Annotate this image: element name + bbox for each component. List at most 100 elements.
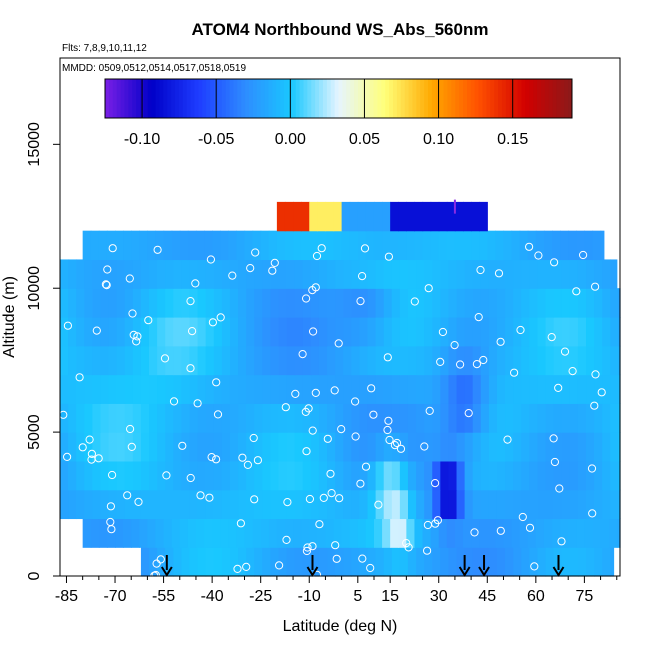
heatmap-cell xyxy=(92,374,102,404)
observation-points xyxy=(59,199,606,580)
observation-point xyxy=(302,447,311,456)
observation-point xyxy=(298,350,307,359)
observation-point xyxy=(450,341,459,350)
observation-point xyxy=(242,562,251,572)
heatmap-cell xyxy=(108,288,118,318)
observation-point xyxy=(206,255,215,264)
observation-point xyxy=(250,495,259,504)
colorbar-segment xyxy=(128,79,133,118)
heatmap-cell xyxy=(367,259,377,289)
heatmap-cell xyxy=(205,345,215,376)
heatmap-cell xyxy=(100,259,110,289)
observation-point xyxy=(87,449,97,458)
heatmap-cell xyxy=(310,403,320,433)
heatmap-cell xyxy=(76,374,85,404)
heatmap-cell xyxy=(294,374,304,404)
colorbar-segment xyxy=(439,79,445,118)
heatmap-cell xyxy=(430,230,440,261)
observation-point xyxy=(464,409,473,418)
colorbar-segment xyxy=(416,79,421,118)
colorbar-segment xyxy=(365,79,371,118)
heatmap-cell xyxy=(545,374,555,404)
heatmap-cell xyxy=(480,288,490,318)
heatmap-cell xyxy=(294,489,304,520)
heatmap-cell xyxy=(521,374,530,404)
heatmap-cell xyxy=(529,489,539,520)
heatmap-cell xyxy=(189,547,199,577)
heatmap-cell xyxy=(98,518,108,548)
heatmap-cell xyxy=(116,374,126,404)
heatmap-cell xyxy=(382,201,391,232)
heatmap-cell xyxy=(398,201,407,232)
heatmap-cell xyxy=(586,432,595,462)
observation-point xyxy=(134,497,143,506)
heatmap-cell xyxy=(84,432,93,462)
heatmap-cell xyxy=(238,317,247,347)
colorbar-tick-label: -0.05 xyxy=(198,131,235,148)
observation-point xyxy=(85,435,94,444)
heatmap-cell xyxy=(496,345,506,376)
heatmap-cell xyxy=(480,403,490,433)
heatmap-cell xyxy=(496,317,506,347)
heatmap-cell xyxy=(76,345,85,376)
heatmap-cell xyxy=(414,201,424,232)
heatmap-cell xyxy=(181,489,191,520)
heatmap-cell xyxy=(124,259,134,289)
heatmap-cell xyxy=(569,259,579,289)
heatmap-cell xyxy=(309,230,318,261)
colorbar-segment xyxy=(404,79,410,118)
heatmap-cell xyxy=(424,460,433,491)
heatmap-cell xyxy=(577,317,587,347)
colorbar-segment xyxy=(517,79,522,118)
observation-point xyxy=(396,444,406,453)
observation-point xyxy=(323,434,332,443)
heatmap-cell xyxy=(407,432,417,462)
heatmap-cell xyxy=(286,403,296,433)
heatmap-cell xyxy=(90,230,100,261)
colorbar-segment xyxy=(540,79,546,118)
heatmap-cell xyxy=(212,230,221,261)
heatmap-cell xyxy=(116,317,126,347)
colorbar-segment xyxy=(548,79,554,118)
heatmap-cell xyxy=(454,518,464,548)
heatmap-cell xyxy=(488,489,498,520)
heatmap-cell xyxy=(132,259,142,289)
observation-point xyxy=(591,370,600,379)
heatmap-cell xyxy=(68,460,77,491)
colorbar-segment xyxy=(245,79,250,118)
heatmap-cell xyxy=(537,345,547,376)
heatmap-cell xyxy=(351,432,361,462)
heatmap-cell xyxy=(618,288,621,318)
heatmap-cell xyxy=(124,432,134,462)
heatmap-cell xyxy=(496,460,506,491)
heatmap-cell xyxy=(262,403,271,433)
heatmap-cell xyxy=(416,547,425,577)
heatmap-cell xyxy=(140,374,150,404)
heatmap-cell xyxy=(535,230,545,261)
heatmap-cell xyxy=(278,547,288,577)
heatmap-cell xyxy=(367,345,377,376)
heatmap-cell xyxy=(488,432,498,462)
heatmap-cell xyxy=(179,230,189,261)
colorbar-segment xyxy=(136,79,141,118)
heatmap-cell xyxy=(577,547,587,577)
heatmap-cell xyxy=(505,345,514,376)
heatmap-cell xyxy=(116,345,126,376)
heatmap-cell xyxy=(543,230,553,261)
heatmap-cell xyxy=(399,317,409,347)
observation-point xyxy=(251,248,260,257)
heatmap-cell xyxy=(383,259,393,289)
heatmap-cell xyxy=(76,460,85,491)
heatmap-cell xyxy=(351,374,361,404)
colorbar-segment xyxy=(108,79,114,118)
heatmap-cell xyxy=(270,403,280,433)
y-tick-label: 5000 xyxy=(26,414,43,450)
heatmap-cell xyxy=(254,460,263,491)
heatmap-cell xyxy=(335,403,344,433)
heatmap-cell xyxy=(181,345,191,376)
observation-point xyxy=(75,373,84,382)
observation-point xyxy=(384,416,393,425)
heatmap-cell xyxy=(84,317,93,347)
observation-point xyxy=(332,554,341,563)
heatmap-cell xyxy=(446,230,456,261)
